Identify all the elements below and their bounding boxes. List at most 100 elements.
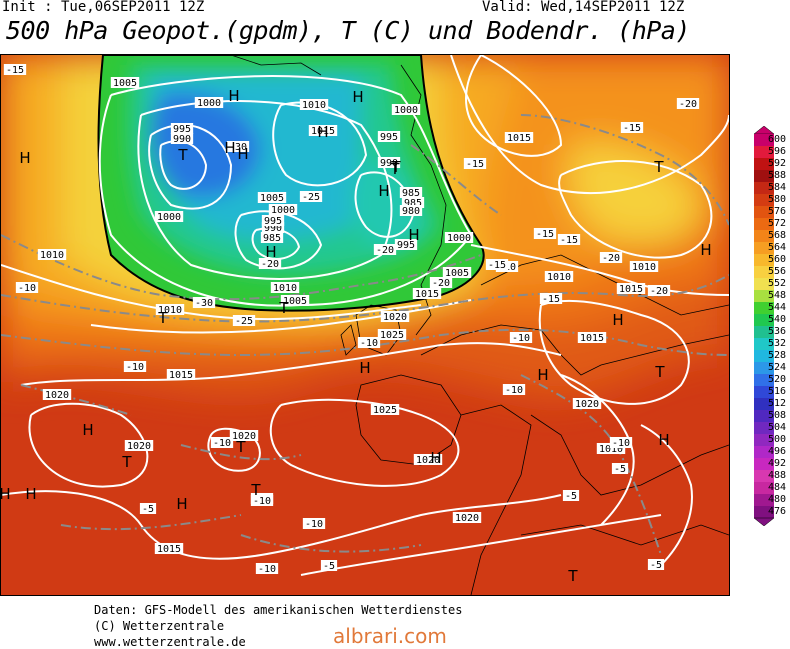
contour-label: -20 [679, 99, 697, 110]
label-background [261, 215, 285, 226]
legend-label: 492 [768, 458, 787, 469]
label-background [544, 271, 574, 282]
label-background [226, 141, 250, 152]
label-background [463, 158, 487, 169]
legend-swatch [754, 182, 774, 195]
contour-label: -10 [305, 519, 323, 530]
map-title: 500 hPa Geopot.(gpdm), T (C) und Bodendr… [6, 16, 690, 45]
label-background [429, 277, 453, 288]
high-pressure-marker: H [1, 485, 11, 503]
contour-label: 1020 [45, 390, 69, 401]
legend-label: 552 [768, 278, 787, 289]
contour-label: 1015 [169, 370, 193, 381]
high-pressure-marker: H [228, 87, 239, 105]
label-background [261, 222, 285, 233]
legend-swatch [754, 458, 774, 471]
high-pressure-marker: H [359, 359, 370, 377]
low-pressure-marker: T [653, 158, 664, 176]
label-background [577, 332, 607, 343]
contour-label: 985 [402, 188, 420, 199]
low-pressure-marker: T [177, 146, 188, 164]
label-background [370, 404, 400, 415]
contour-label: 1005 [445, 268, 469, 279]
label-background [412, 288, 442, 299]
contour-label: 995 [380, 132, 398, 143]
label-background [596, 443, 626, 454]
label-background [255, 563, 279, 574]
legend-arrow-bottom [754, 517, 774, 526]
label-background [676, 98, 700, 109]
contour-label: 995 [264, 216, 282, 227]
contour-label: -10 [505, 385, 523, 396]
high-pressure-marker: H [700, 241, 711, 259]
label-background [250, 495, 274, 506]
legend-swatch [754, 242, 774, 255]
label-background [539, 293, 563, 304]
label-background [394, 239, 418, 250]
contour-label: 1020 [455, 513, 479, 524]
contour-label: 1010 [547, 272, 571, 283]
low-pressure-marker: T [121, 453, 132, 471]
label-background [15, 282, 39, 293]
legend-label: 508 [768, 410, 787, 421]
contour-label: -15 [536, 229, 554, 240]
contour-label: -10 [126, 362, 144, 373]
contour-label: -5 [323, 561, 335, 572]
label-background [166, 369, 196, 380]
legend-swatch [754, 230, 774, 243]
low-pressure-marker: T [389, 160, 400, 178]
label-background [280, 295, 310, 306]
contour-label: 1015 [507, 133, 531, 144]
label-background [110, 77, 140, 88]
label-background [194, 97, 224, 108]
contour-label: 1020 [416, 455, 440, 466]
high-pressure-marker: H [430, 449, 441, 467]
label-background [609, 437, 633, 448]
contour-label: 990 [264, 223, 282, 234]
legend-swatch [754, 398, 774, 411]
label-background [270, 282, 300, 293]
contour-label: 1020 [383, 312, 407, 323]
contour-label: -25 [302, 192, 320, 203]
contour-label: 995 [173, 124, 191, 135]
label-background [257, 192, 287, 203]
contour-label: 1005 [113, 78, 137, 89]
contour-label: -30 [229, 142, 247, 153]
legend-swatch [754, 278, 774, 291]
contour-label: 1015 [619, 284, 643, 295]
valid-time: Valid: Wed,14SEP2011 12Z [482, 0, 685, 15]
contour-label: 995 [397, 240, 415, 251]
high-pressure-marker: H [265, 243, 276, 261]
contour-label: 1005 [260, 193, 284, 204]
legend-label: 588 [768, 170, 787, 181]
legend-swatch [754, 362, 774, 375]
contour-label: -5 [142, 504, 154, 515]
label-background [533, 228, 557, 239]
legend-label: 580 [768, 194, 787, 205]
legend-swatch [754, 338, 774, 351]
legend-label: 484 [768, 482, 787, 493]
legend-label: 568 [768, 230, 787, 241]
contour-label: 1015 [311, 126, 335, 137]
legend-label: 528 [768, 350, 787, 361]
legend-label: 556 [768, 266, 787, 277]
label-background [509, 332, 533, 343]
low-pressure-marker: T [390, 158, 401, 176]
label-background [3, 64, 27, 75]
legend-swatch [754, 386, 774, 399]
contour-label: 985 [263, 233, 281, 244]
label-background [647, 285, 671, 296]
label-background [154, 543, 184, 554]
label-background [308, 125, 338, 136]
contour-label: -25 [235, 316, 253, 327]
label-background [299, 99, 329, 110]
contour-label: -20 [432, 278, 450, 289]
contour-label: 1000 [197, 98, 221, 109]
high-pressure-marker: H [612, 311, 623, 329]
legend-label: 512 [768, 398, 787, 409]
label-background [37, 249, 67, 260]
contour-label: 990 [173, 134, 191, 145]
label-background [502, 384, 526, 395]
contour-label: -5 [565, 491, 577, 502]
contour-label: -20 [261, 259, 279, 270]
